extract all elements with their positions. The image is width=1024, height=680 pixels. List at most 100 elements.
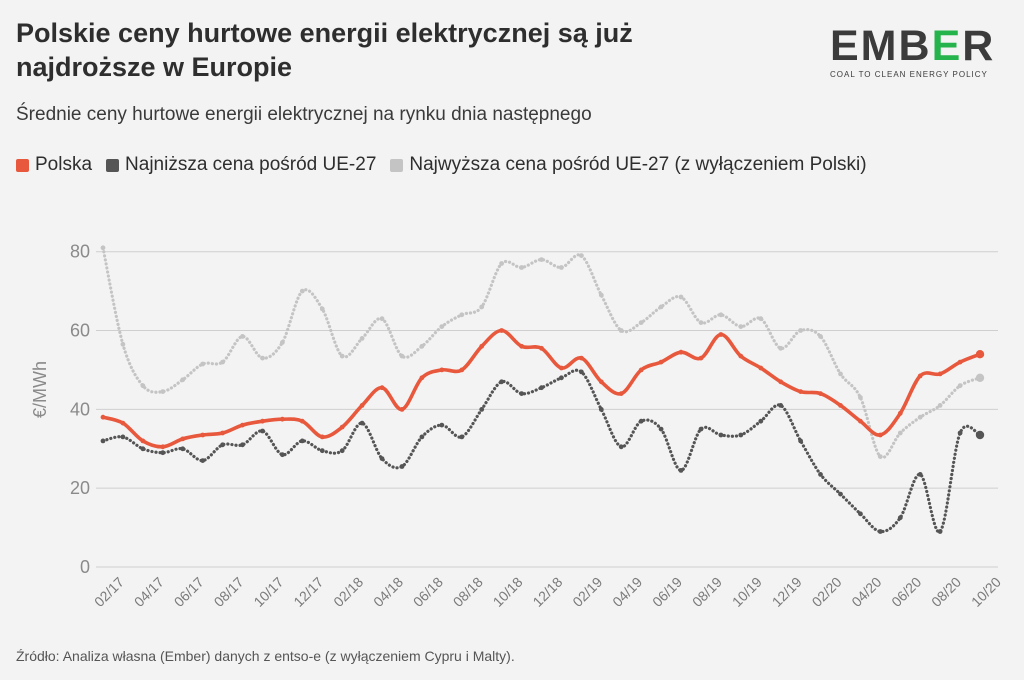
point-polska-12-17 [319,434,325,440]
point-polska-06-19 [678,349,684,355]
point-polska-09-17 [260,418,265,424]
x-tick-label-10-20: 10/20 [968,574,1004,610]
point-polska-12-19 [798,389,803,394]
point-min-07-17 [220,442,226,448]
point-polska-05-17 [180,436,186,442]
point-min-02-20 [838,491,843,497]
point-min-09-20 [975,430,985,440]
point-polska-06-17 [200,432,206,438]
point-max-09-17 [260,355,265,361]
legend-swatch-max [390,158,404,172]
point-min-07-20 [937,529,943,534]
point-polska-07-17 [220,430,226,436]
point-min-05-19 [658,426,664,432]
point-max-01-18 [339,353,345,359]
legend-label-polska: Polska [35,154,93,175]
point-polska-02-19 [598,379,604,385]
point-min-07-19 [698,426,704,432]
x-tick-label-02-20: 02/20 [809,574,845,610]
legend-item-min[interactable]: Najniższa cena pośród UE-27 [106,154,376,176]
legend-item-max[interactable]: Najwyższa cena pośród UE-27 (z wyłączeni… [390,154,867,176]
point-max-02-18 [359,336,365,341]
point-max-07-17 [220,359,226,365]
point-min-12-18 [559,375,564,381]
x-tick-label-02-17: 02/17 [91,574,127,610]
point-min-08-18 [479,407,485,412]
point-polska-05-20 [897,410,903,416]
point-max-05-17 [180,377,186,383]
point-min-06-20 [917,472,923,477]
point-max-02-20 [838,371,843,377]
point-min-04-17 [160,450,166,456]
point-min-04-20 [877,529,883,534]
point-polska-02-17 [120,420,126,426]
point-polska-06-20 [917,373,923,379]
point-max-01-17 [100,245,106,251]
point-min-03-17 [140,446,146,452]
point-min-06-19 [678,468,684,473]
point-min-11-19 [778,403,784,408]
point-polska-07-19 [698,355,704,361]
point-min-05-17 [180,446,186,452]
point-polska-11-17 [299,418,305,424]
x-tick-label-04-17: 04/17 [131,574,167,610]
point-polska-02-18 [359,403,365,408]
source-note: Źródło: Analiza własna (Ember) danych z … [16,648,515,664]
logo-word-prefix: EMB [830,22,932,70]
x-tick-label-06-17: 06/17 [171,574,207,610]
point-max-02-17 [120,341,126,347]
logo-word-suffix: R [962,22,996,70]
point-max-09-20 [975,373,985,382]
point-max-08-18 [479,304,485,310]
point-min-08-19 [718,432,724,438]
point-polska-09-18 [499,328,504,333]
legend: Polska Najniższa cena pośród UE-27 Najwy… [16,154,881,176]
point-polska-08-19 [718,332,724,337]
point-min-04-18 [399,464,405,469]
x-tick-label-08-17: 08/17 [211,574,247,610]
point-polska-04-19 [638,367,644,373]
point-polska-03-20 [858,418,863,424]
point-polska-05-18 [419,375,425,381]
point-polska-04-18 [399,407,405,412]
point-polska-02-20 [838,403,843,408]
point-min-12-17 [319,448,325,454]
point-max-10-17 [280,340,285,345]
point-polska-10-18 [519,343,524,349]
point-max-04-19 [638,320,644,325]
point-max-11-18 [539,257,544,262]
x-tick-label-10-18: 10/18 [490,574,526,610]
logo-wordmark: EMB E R [830,24,1002,68]
point-max-06-19 [678,294,684,300]
point-polska-11-18 [539,345,544,351]
point-polska-01-20 [818,391,823,396]
point-max-03-19 [618,328,624,333]
point-polska-07-18 [459,367,465,373]
point-max-08-19 [718,312,724,318]
point-polska-11-19 [778,379,784,385]
point-max-09-18 [499,261,504,266]
legend-item-polska[interactable]: Polska [16,154,92,176]
point-min-01-20 [818,472,823,477]
point-polska-01-19 [579,355,584,361]
point-max-03-17 [140,383,146,389]
point-max-04-18 [399,353,405,359]
point-polska-09-19 [738,353,744,359]
point-max-06-18 [439,324,445,329]
point-polska-08-17 [240,422,245,428]
point-polska-06-18 [439,367,445,373]
point-min-02-19 [598,407,604,412]
point-min-02-18 [359,420,365,426]
point-min-06-17 [200,458,206,463]
y-tick-label-40: 40 [70,399,90,419]
point-polska-05-19 [658,359,664,365]
point-polska-10-17 [280,416,285,422]
point-min-01-17 [100,438,106,444]
point-polska-03-18 [379,385,385,391]
point-min-09-17 [260,428,265,434]
point-max-12-19 [798,328,803,333]
chart-title: Polskie ceny hurtowe energii elektryczne… [16,18,633,82]
x-tick-label-04-19: 04/19 [609,574,645,610]
x-tick-label-08-20: 08/20 [928,574,964,610]
